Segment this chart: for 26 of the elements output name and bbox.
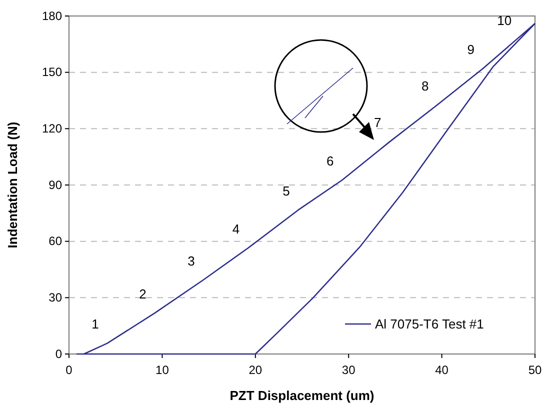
annotation: 4 [232, 222, 240, 237]
annotation: 6 [326, 154, 334, 169]
x-tick-label: 40 [435, 363, 449, 378]
annotation: 8 [422, 78, 429, 94]
x-axis-title: PZT Displacement (um) [230, 388, 374, 403]
annotation: 7 [374, 115, 382, 130]
annotation: 5 [282, 183, 290, 198]
annotation: 9 [467, 42, 474, 58]
y-tick-label: 0 [55, 346, 62, 361]
annotation: 1 [92, 316, 99, 332]
y-tick-label: 60 [48, 234, 62, 248]
x-tick-label: 0 [66, 363, 73, 378]
x-tick-label: 30 [342, 363, 356, 378]
y-tick-label: 30 [48, 290, 62, 305]
x-tick-label: 20 [248, 363, 262, 378]
y-tick-label: 120 [42, 122, 62, 136]
y-tick-label: 180 [42, 8, 62, 23]
y-tick-label: 150 [42, 65, 62, 80]
annotation: 10 [497, 13, 512, 28]
y-tick-label: 90 [48, 178, 62, 192]
y-axis-title: Indentation Load (N) [5, 122, 20, 248]
x-tick-label: 50 [528, 363, 542, 378]
annotation: 2 [139, 286, 146, 302]
x-tick-label: 10 [156, 363, 170, 378]
annotation: 3 [188, 253, 195, 268]
legend-label: Al 7075-T6 Test #1 [375, 316, 484, 332]
